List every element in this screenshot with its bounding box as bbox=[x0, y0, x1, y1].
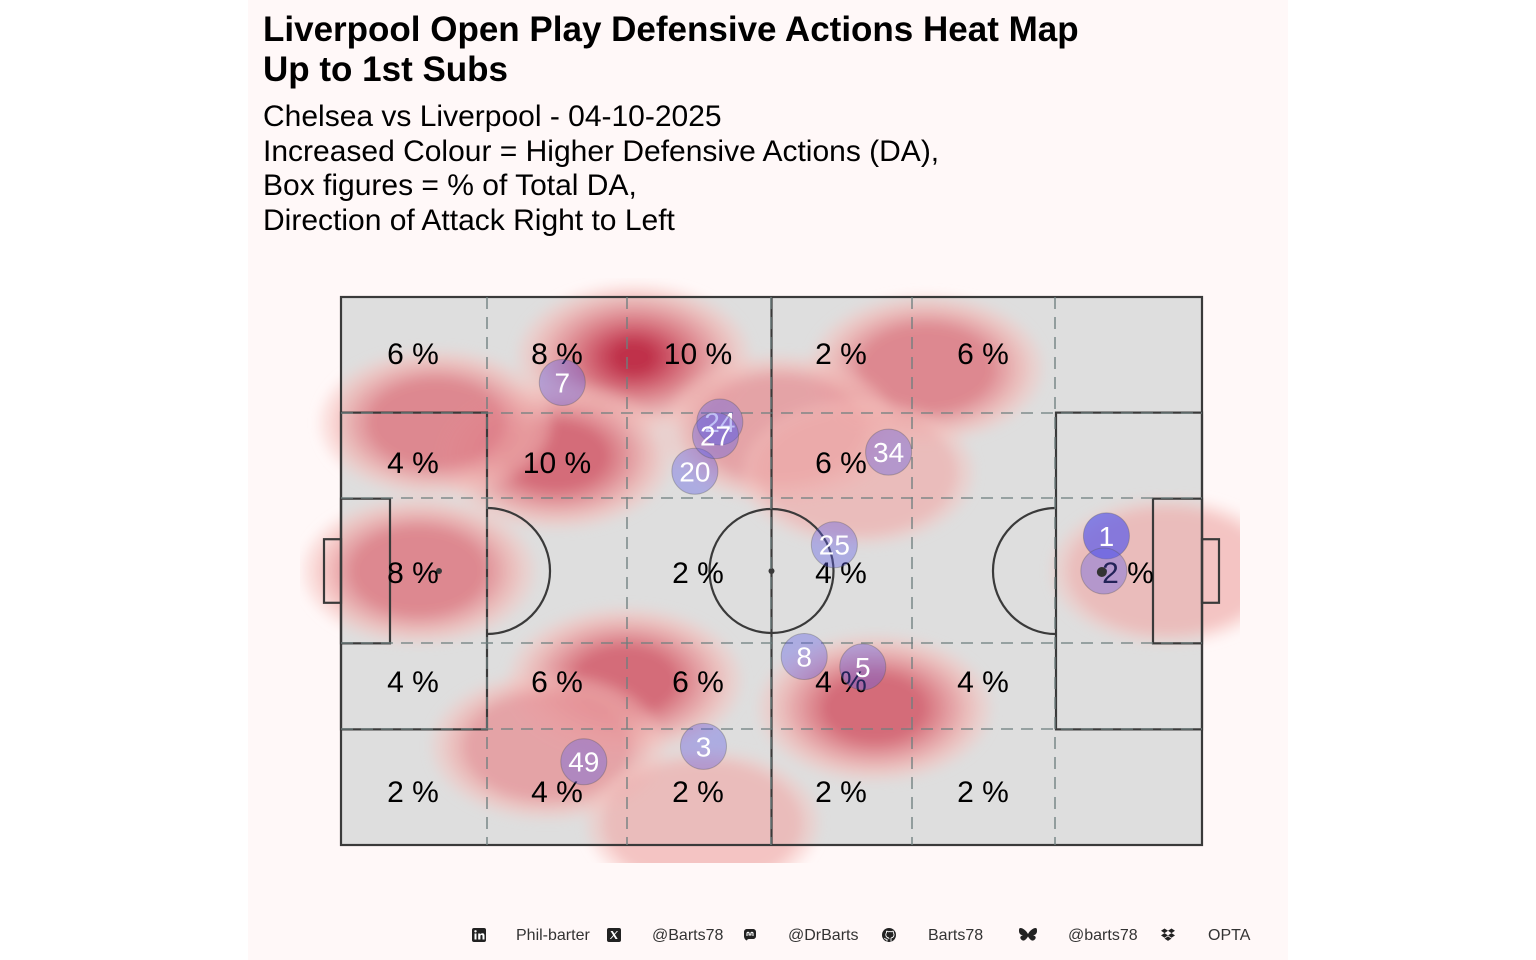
player-marker-circle bbox=[839, 643, 887, 691]
player-marker: 8 bbox=[780, 632, 828, 680]
zone-percent-label: 2 % bbox=[672, 776, 724, 809]
player-number-label: 1 bbox=[1099, 521, 1115, 552]
player-marker: 1 bbox=[1082, 512, 1130, 560]
player-markers: 1 3 5 7 8 20 24 25 27 34 49 bbox=[538, 358, 1130, 786]
heat-layer bbox=[303, 285, 1240, 863]
subtitle-line: Box figures = % of Total DA, bbox=[263, 169, 637, 202]
zone-percent-label: 2 % bbox=[957, 776, 1009, 809]
zone-percent-label: 6 % bbox=[531, 666, 583, 699]
zone-percent-label: 10 % bbox=[664, 338, 732, 371]
mastodon-icon bbox=[744, 929, 756, 941]
zone-percent-label: 2 % bbox=[672, 557, 724, 590]
zone-percent-label: 10 % bbox=[523, 447, 591, 480]
player-number-label: 8 bbox=[796, 641, 812, 672]
player-number-label: 49 bbox=[568, 747, 599, 778]
title-line: Up to 1st Subs bbox=[263, 50, 509, 89]
subtitle-line: Chelsea vs Liverpool - 04-10-2025 bbox=[263, 100, 722, 133]
heat-contour bbox=[365, 378, 506, 469]
linkedin-handle: Phil-barter bbox=[516, 927, 590, 944]
goal-left bbox=[322, 538, 343, 604]
data-source: OPTA bbox=[1208, 927, 1251, 944]
player-marker: 25 bbox=[810, 521, 858, 569]
subtitle-line: Increased Colour = Higher Defensive Acti… bbox=[263, 134, 940, 168]
player-marker: 34 bbox=[865, 428, 913, 476]
zone-labels: 6 % 8 % 10 % 2 % 6 % 4 % 10 % 6 % 8 % 2 % 4 % 2 % 4 … bbox=[387, 338, 1154, 809]
player-marker-circle bbox=[560, 738, 608, 786]
player-marker-circle bbox=[671, 447, 719, 495]
linkedin-icon bbox=[472, 928, 486, 942]
goal-right bbox=[1200, 538, 1221, 604]
zone-percent-label: 4 % bbox=[387, 666, 439, 699]
heat-contour bbox=[819, 672, 930, 744]
player-marker: 27 bbox=[692, 412, 740, 460]
title-line: Liverpool Open Play Defensive Actions He… bbox=[263, 10, 1079, 49]
github-icon bbox=[882, 928, 896, 942]
zone-percent-label: 2 % bbox=[815, 776, 867, 809]
player-number-label: 7 bbox=[554, 367, 570, 398]
player-number-label: 25 bbox=[819, 530, 850, 561]
zone-percent-label: 4 % bbox=[387, 447, 439, 480]
player-number-label: 27 bbox=[700, 421, 731, 452]
subtitle-line: Direction of Attack Right to Left bbox=[263, 203, 675, 237]
player-marker-circle bbox=[865, 428, 913, 476]
heat-contour bbox=[608, 339, 659, 376]
zone-percent-label: 4 % bbox=[531, 776, 583, 809]
centre-spot bbox=[768, 568, 775, 574]
heat-contour bbox=[757, 409, 958, 536]
zone-percent-label: 2 % bbox=[1102, 557, 1154, 590]
zone-percent-label: 4 % bbox=[957, 666, 1009, 699]
penalty-arc-left bbox=[486, 506, 552, 636]
penalty-spot-left bbox=[436, 568, 442, 574]
zone-percent-label: 6 % bbox=[672, 666, 724, 699]
dropbox-icon bbox=[1161, 928, 1175, 941]
player-marker: 24 bbox=[696, 398, 744, 446]
zone-percent-label: 8 % bbox=[387, 557, 439, 590]
x-icon bbox=[607, 928, 621, 942]
player-marker-circle bbox=[810, 521, 858, 569]
mastodon-handle: @DrBarts bbox=[788, 927, 859, 944]
player-number-label: 20 bbox=[679, 456, 710, 487]
player-number-label: 24 bbox=[704, 407, 735, 438]
player-marker: 3 bbox=[679, 722, 727, 770]
player-number-label: 3 bbox=[696, 731, 712, 762]
heat-contours bbox=[303, 285, 1240, 863]
player-marker bbox=[1080, 547, 1128, 595]
zone-percent-label: 6 % bbox=[957, 338, 1009, 371]
player-marker-circle bbox=[679, 722, 727, 770]
bluesky-handle: @barts78 bbox=[1068, 927, 1138, 944]
player-marker-circle bbox=[538, 358, 586, 406]
heat-contour bbox=[462, 692, 633, 801]
zone-percent-label: 4 % bbox=[815, 666, 867, 699]
heat-contour bbox=[348, 526, 489, 616]
player-marker-circle bbox=[692, 412, 740, 460]
github-handle: Barts78 bbox=[928, 927, 984, 944]
player-marker: 7 bbox=[538, 358, 586, 406]
player-marker-circle bbox=[1082, 512, 1130, 560]
penalty-arc-right bbox=[991, 506, 1057, 636]
bluesky-icon bbox=[1019, 928, 1037, 941]
zone-percent-label: 2 % bbox=[387, 776, 439, 809]
zone-percent-label: 6 % bbox=[387, 338, 439, 371]
player-marker: 49 bbox=[560, 738, 608, 786]
heat-contour bbox=[856, 323, 997, 414]
player-marker-dot bbox=[1096, 567, 1107, 577]
player-marker-circle bbox=[696, 398, 744, 446]
x-handle: @Barts78 bbox=[652, 927, 724, 944]
zone-percent-label: 6 % bbox=[815, 447, 867, 480]
player-marker: 5 bbox=[839, 643, 887, 691]
heat-contour bbox=[602, 760, 803, 863]
zone-percent-label: 2 % bbox=[815, 338, 867, 371]
player-number-label: 34 bbox=[873, 437, 904, 468]
chart-subtitle: Chelsea vs Liverpool - 04-10-2025 Increa… bbox=[263, 100, 1263, 238]
zone-percent-label: 4 % bbox=[815, 557, 867, 590]
player-marker: 20 bbox=[671, 447, 719, 495]
player-number-label: 5 bbox=[855, 652, 871, 683]
zone-percent-label: 8 % bbox=[531, 338, 583, 371]
player-marker-circle bbox=[780, 632, 828, 680]
chart-title: Liverpool Open Play Defensive Actions He… bbox=[263, 10, 1263, 90]
